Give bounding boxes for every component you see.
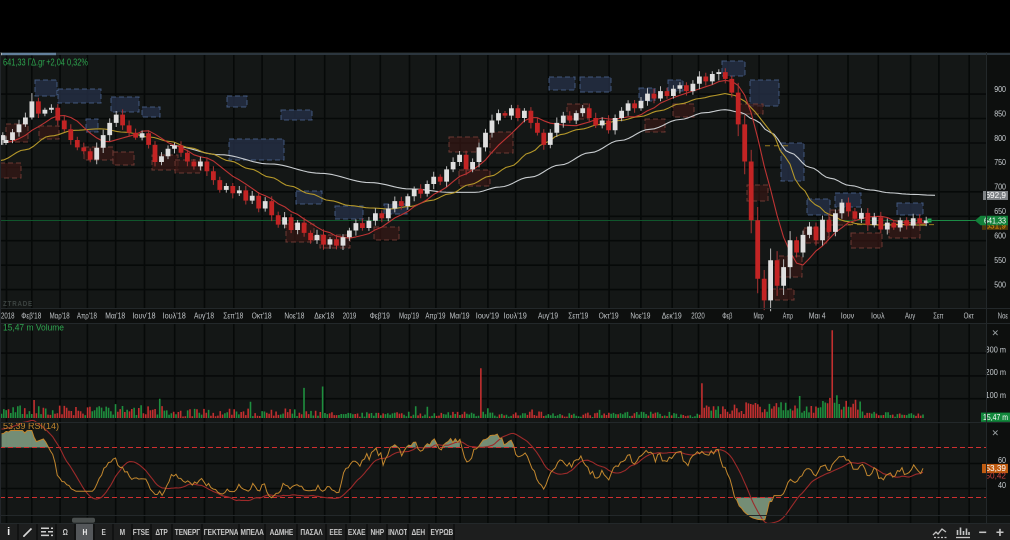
svg-text:60: 60 — [998, 455, 1006, 465]
svg-text:Αυγ'19: Αυγ'19 — [538, 311, 558, 320]
svg-text:750: 750 — [994, 157, 1006, 167]
svg-text:900: 900 — [994, 84, 1006, 94]
svg-text:53,39: 53,39 — [986, 463, 1007, 473]
svg-text:2019: 2019 — [343, 311, 357, 320]
svg-text:Νοε: Νοε — [998, 311, 1008, 320]
svg-text:641,33: 641,33 — [984, 215, 1006, 225]
svg-text:Μαι 4: Μαι 4 — [809, 311, 826, 320]
svg-text:Σεπ'19: Σεπ'19 — [568, 311, 588, 320]
svg-text:Δεκ'19: Δεκ'19 — [662, 311, 682, 320]
svg-text:Φεβ'18: Φεβ'18 — [21, 311, 41, 320]
svg-text:550: 550 — [994, 255, 1006, 265]
svg-text:ZTRADE: ZTRADE — [3, 299, 33, 308]
svg-text:Σεπ: Σεπ — [933, 311, 943, 320]
svg-text:Μαι'19: Μαι'19 — [450, 311, 470, 320]
svg-text:700: 700 — [994, 182, 1006, 192]
svg-text:40: 40 — [998, 480, 1006, 490]
svg-text:Νοε'19: Νοε'19 — [630, 311, 650, 320]
svg-text:300 m: 300 m — [986, 344, 1007, 354]
svg-text:Μαρ'18: Μαρ'18 — [50, 311, 70, 320]
svg-text:692,9: 692,9 — [986, 190, 1007, 200]
svg-text:2020: 2020 — [691, 311, 705, 320]
svg-text:Αυγ: Αυγ — [905, 311, 916, 320]
svg-text:Ιουν: Ιουν — [841, 311, 855, 320]
svg-text:Απρ'19: Απρ'19 — [425, 311, 445, 320]
svg-text:Οκτ: Οκτ — [964, 311, 975, 320]
svg-text:15,47 m Volume: 15,47 m Volume — [3, 323, 64, 333]
svg-text:Ιουν'18: Ιουν'18 — [132, 311, 156, 320]
svg-text:600: 600 — [994, 230, 1006, 240]
svg-text:Απρ'18: Απρ'18 — [77, 311, 97, 320]
svg-text:Αυγ'18: Αυγ'18 — [194, 311, 214, 320]
svg-text:641,33 ΓΔ.gr +2,04 0,32%: 641,33 ΓΔ.gr +2,04 0,32% — [3, 58, 88, 69]
svg-text:15,47 m: 15,47 m — [983, 412, 1008, 422]
svg-text:Μαρ: Μαρ — [754, 311, 764, 320]
svg-text:631,9: 631,9 — [986, 221, 1007, 231]
svg-text:Φεβ'19: Φεβ'19 — [370, 311, 390, 320]
svg-text:Απρ: Απρ — [783, 311, 793, 320]
svg-text:✕: ✕ — [991, 428, 999, 438]
svg-text:2018: 2018 — [1, 311, 15, 320]
svg-text:Ιουλ'19: Ιουλ'19 — [504, 311, 528, 320]
svg-text:Σεπ'18: Σεπ'18 — [223, 311, 243, 320]
svg-text:650: 650 — [994, 206, 1006, 216]
svg-text:800: 800 — [994, 133, 1006, 143]
svg-text:53,39 RSI(14): 53,39 RSI(14) — [3, 421, 59, 431]
svg-text:Νοε'18: Νοε'18 — [284, 311, 304, 320]
svg-text:Οκτ'18: Οκτ'18 — [252, 311, 272, 320]
svg-text:✕: ✕ — [991, 328, 999, 338]
svg-text:100 m: 100 m — [986, 390, 1007, 400]
svg-text:Δεκ'18: Δεκ'18 — [314, 311, 334, 320]
svg-text:850: 850 — [994, 108, 1006, 118]
svg-text:Φεβ: Φεβ — [722, 311, 732, 320]
svg-text:Μαρ'19: Μαρ'19 — [399, 311, 419, 320]
svg-text:Μαι'18: Μαι'18 — [105, 311, 125, 320]
svg-text:Οκτ'19: Οκτ'19 — [599, 311, 619, 320]
svg-text:Ιουλ'18: Ιουλ'18 — [163, 311, 187, 320]
svg-text:50,42: 50,42 — [986, 470, 1007, 480]
svg-text:Ιουλ: Ιουλ — [871, 311, 885, 320]
svg-text:Ιουν'19: Ιουν'19 — [476, 311, 500, 320]
svg-text:500: 500 — [994, 279, 1006, 289]
svg-text:200 m: 200 m — [986, 367, 1007, 377]
